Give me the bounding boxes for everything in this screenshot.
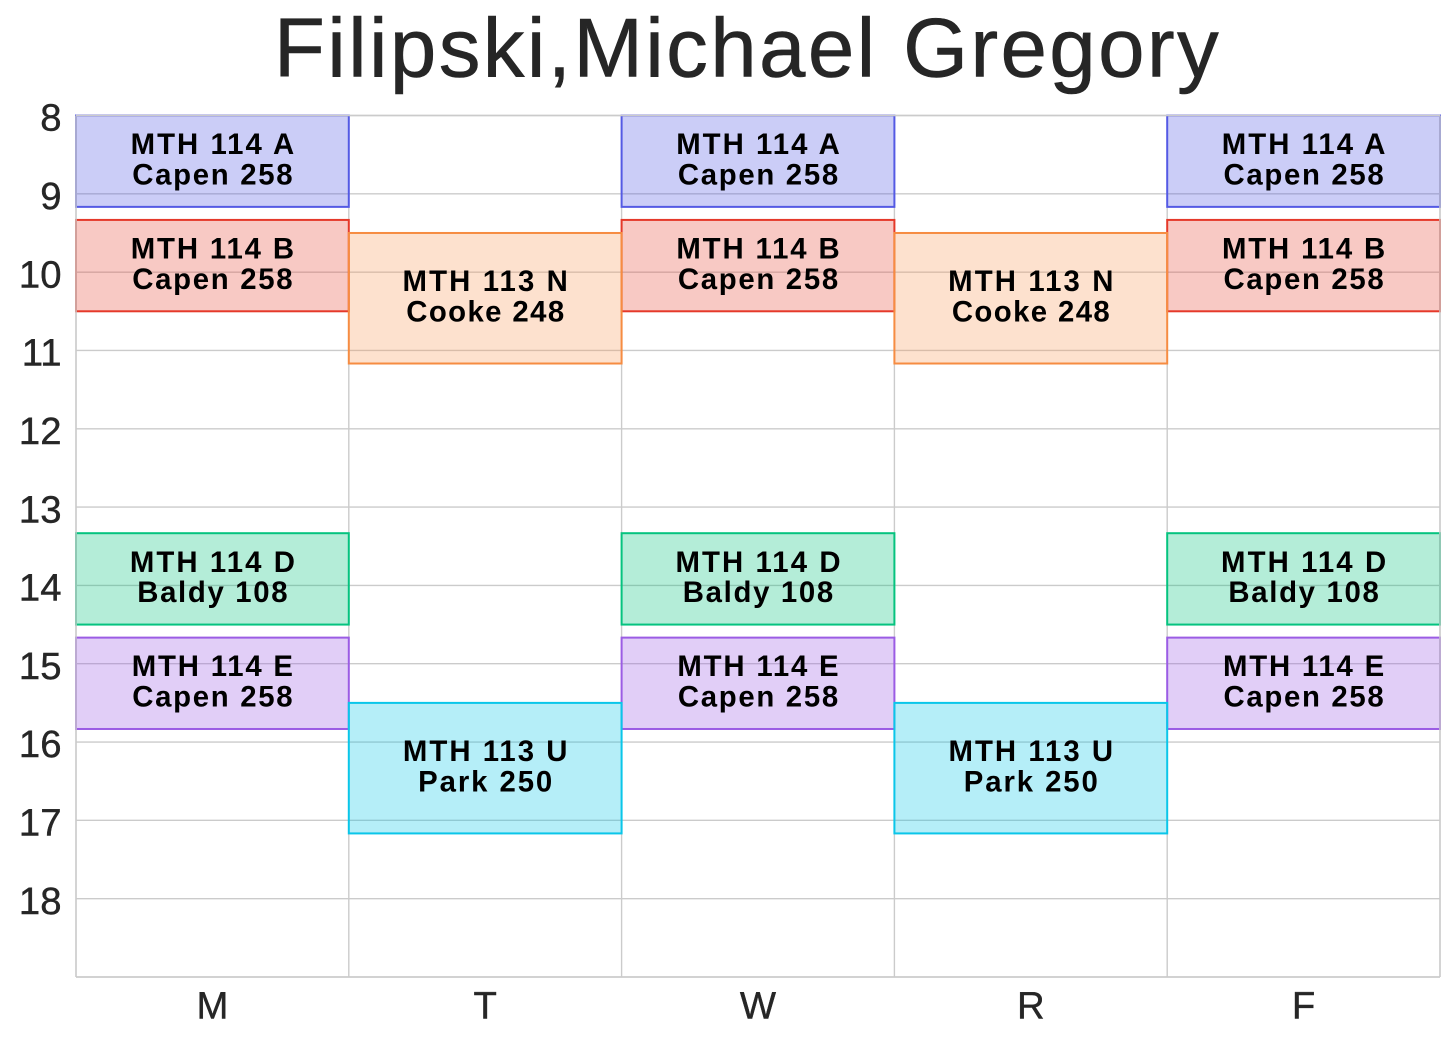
svg-text:MTH 114 B: MTH 114 B [1222, 233, 1385, 266]
svg-text:Capen 258: Capen 258 [132, 681, 292, 714]
svg-text:15: 15 [19, 645, 62, 688]
svg-text:MTH 114 E: MTH 114 E [677, 650, 838, 683]
svg-text:MTH 114 A: MTH 114 A [131, 128, 295, 161]
svg-text:Park 250: Park 250 [964, 765, 1098, 798]
svg-text:MTH 114 A: MTH 114 A [676, 128, 840, 161]
svg-text:Baldy 108: Baldy 108 [683, 576, 833, 609]
svg-text:MTH 114 D: MTH 114 D [675, 546, 840, 579]
svg-text:MTH 113 U: MTH 113 U [403, 735, 568, 768]
svg-text:MTH 113 U: MTH 113 U [949, 735, 1114, 768]
svg-text:Capen 258: Capen 258 [1223, 158, 1383, 191]
svg-text:Park 250: Park 250 [418, 765, 552, 798]
svg-text:MTH 114 D: MTH 114 D [130, 546, 295, 579]
svg-text:Capen 258: Capen 258 [1223, 263, 1383, 296]
svg-text:T: T [473, 984, 496, 1027]
svg-text:MTH 114 D: MTH 114 D [1221, 546, 1386, 579]
svg-text:Capen 258: Capen 258 [132, 263, 292, 296]
svg-text:10: 10 [19, 253, 62, 296]
svg-text:Baldy 108: Baldy 108 [137, 576, 287, 609]
svg-text:MTH 114 A: MTH 114 A [1222, 128, 1386, 161]
svg-text:MTH 113 N: MTH 113 N [403, 265, 568, 298]
svg-text:Cooke 248: Cooke 248 [952, 295, 1110, 328]
svg-text:18: 18 [19, 880, 62, 923]
svg-text:MTH 114 E: MTH 114 E [132, 650, 293, 683]
svg-text:8: 8 [40, 97, 61, 140]
svg-text:12: 12 [19, 410, 62, 453]
svg-text:11: 11 [22, 332, 62, 375]
svg-text:14: 14 [19, 567, 62, 610]
svg-text:Capen 258: Capen 258 [678, 158, 838, 191]
svg-text:MTH 113 N: MTH 113 N [948, 265, 1113, 298]
svg-text:13: 13 [19, 488, 62, 531]
svg-text:9: 9 [40, 175, 61, 218]
svg-text:W: W [740, 984, 777, 1027]
svg-text:R: R [1017, 984, 1045, 1027]
svg-text:Capen 258: Capen 258 [1223, 681, 1383, 714]
svg-text:Capen 258: Capen 258 [678, 263, 838, 296]
svg-text:Baldy 108: Baldy 108 [1228, 576, 1378, 609]
svg-text:Capen 258: Capen 258 [678, 681, 838, 714]
svg-text:F: F [1292, 984, 1315, 1027]
svg-text:Cooke 248: Cooke 248 [406, 295, 564, 328]
svg-text:MTH 114 B: MTH 114 B [131, 233, 294, 266]
svg-text:M: M [196, 984, 228, 1027]
svg-text:17: 17 [19, 802, 62, 845]
svg-text:16: 16 [19, 723, 62, 766]
svg-text:MTH 114 E: MTH 114 E [1223, 650, 1384, 683]
svg-text:MTH 114 B: MTH 114 B [676, 233, 839, 266]
svg-text:Capen 258: Capen 258 [132, 158, 292, 191]
svg-text:Filipski,Michael Gregory: Filipski,Michael Gregory [274, 1, 1221, 95]
